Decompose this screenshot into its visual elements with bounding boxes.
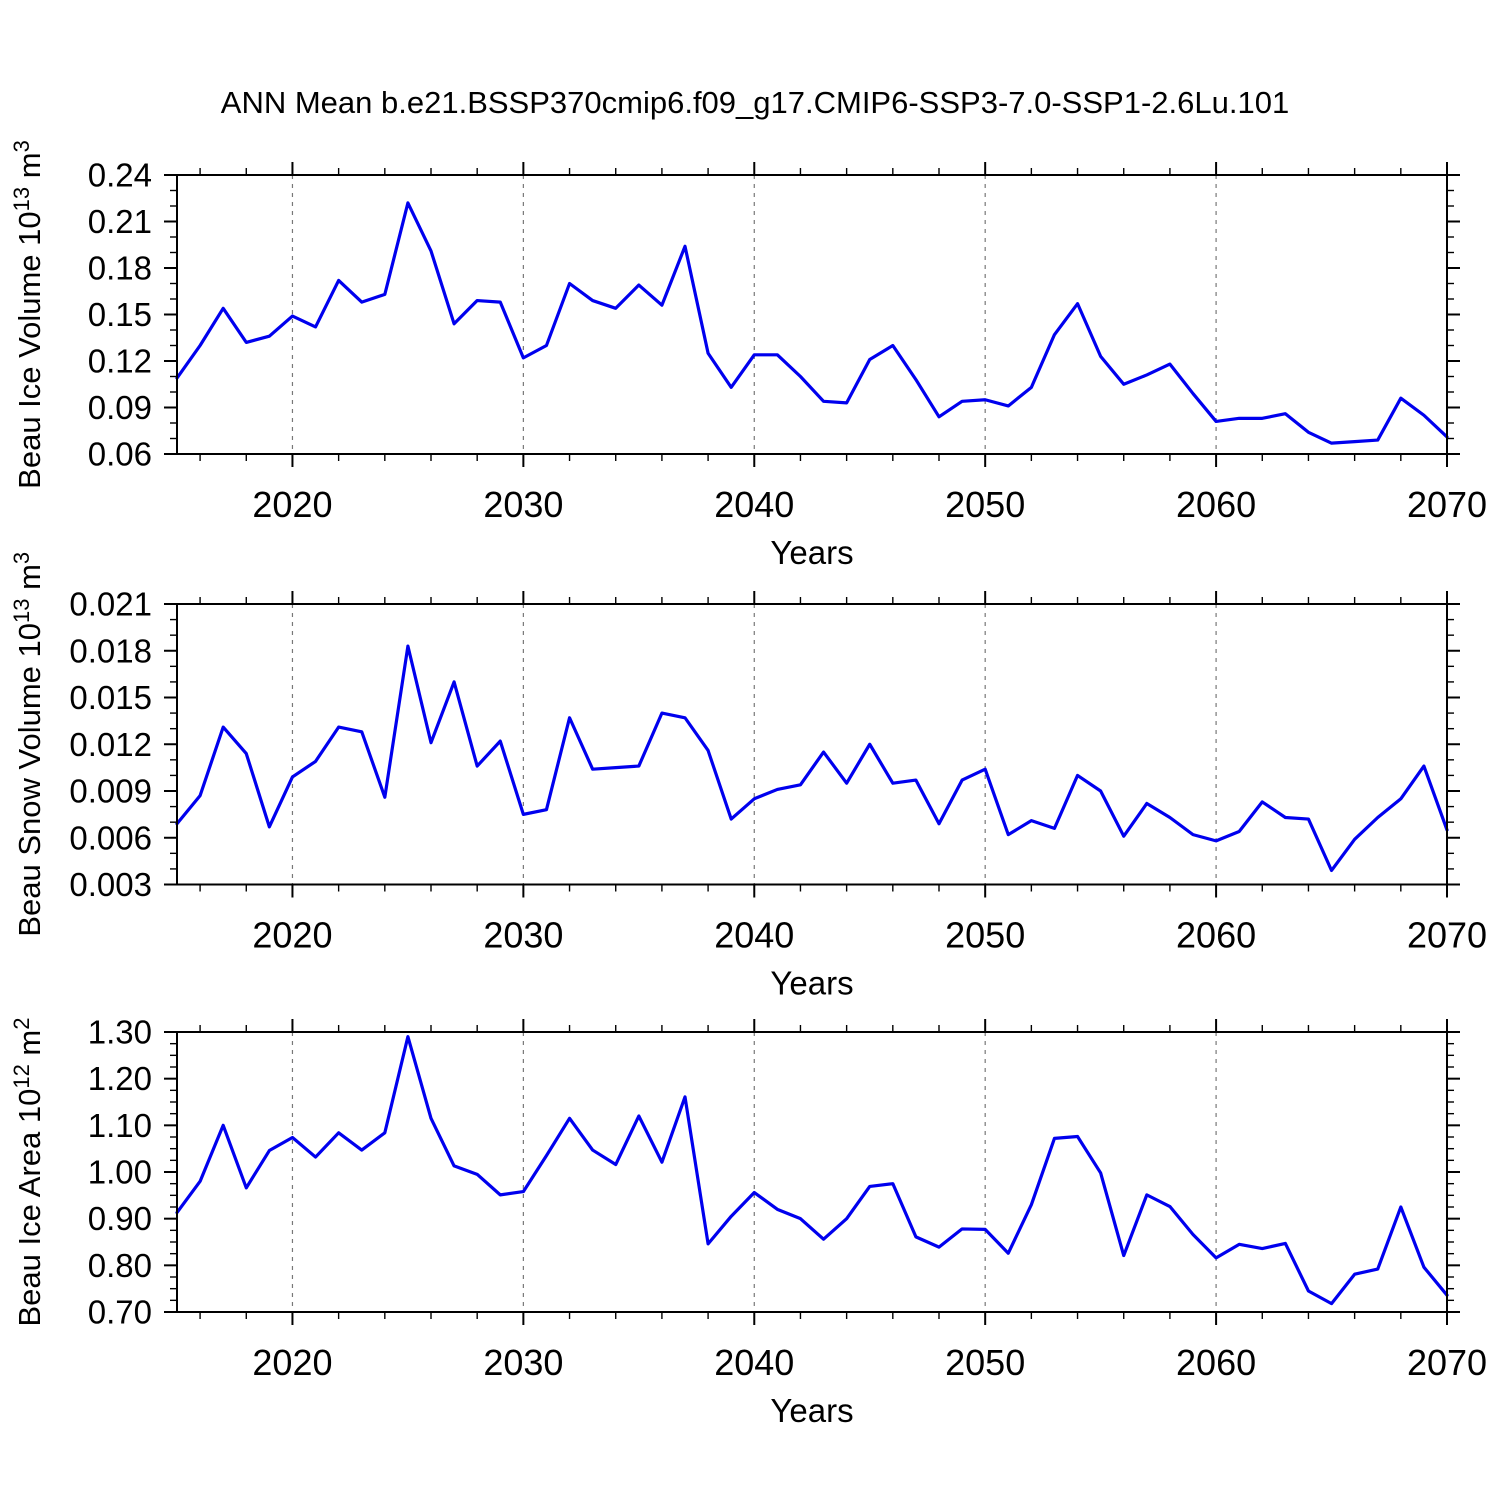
x-tick-label: 2030 [483,915,563,956]
x-tick-label: 2040 [714,484,794,525]
y-tick-label: 0.021 [69,586,152,623]
y-tick-label: 1.10 [88,1107,152,1144]
y-tick-label: 0.015 [69,679,152,716]
y-tick-labels: 0.021 0.018 0.015 0.012 0.009 0.006 0.003 [69,586,152,904]
y-tick-label: 0.18 [88,250,152,287]
tick-marks [164,591,1460,898]
x-tick-label: 2030 [483,1342,563,1383]
x-tick-labels: 2020 2030 2040 2050 2060 2070 [252,915,1487,956]
x-tick-label: 2070 [1407,915,1487,956]
x-tick-label: 2060 [1176,915,1256,956]
x-tick-label: 2020 [252,915,332,956]
y-tick-label: 0.009 [69,773,152,810]
tick-marks [164,1019,1460,1325]
x-tick-label: 2040 [714,915,794,956]
y-axis-title: Beau Snow Volume 1013 m3 [9,552,47,937]
decade-gridlines [291,604,1217,885]
x-tick-labels: 2020 2030 2040 2050 2060 2070 [252,1342,1487,1383]
panel-beau-ice-volume: 0.24 0.21 0.18 0.15 0.12 0.09 0.06 2020 2030 2040… [9,140,1487,571]
y-tick-label: 0.70 [88,1294,152,1331]
x-tick-labels: 2020 2030 2040 2050 2060 2070 [252,484,1487,525]
data-line-beau-ice-area [175,1035,1449,1306]
x-tick-label: 2070 [1407,484,1487,525]
x-tick-label: 2060 [1176,484,1256,525]
decade-gridlines [291,1032,1217,1312]
x-axis-title: Years [770,965,853,1002]
data-line-beau-snow-volume [175,644,1449,873]
y-tick-label: 1.00 [88,1154,152,1191]
x-tick-label: 2070 [1407,1342,1487,1383]
y-tick-label: 0.003 [69,866,152,903]
y-axis-title: Beau Ice Volume 1013 m3 [9,140,47,489]
chart-title: ANN Mean b.e21.BSSP370cmip6.f09_g17.CMIP… [221,85,1289,120]
y-tick-label: 0.24 [88,157,152,194]
axis-frame [176,174,1448,455]
data-line-beau-ice-volume [175,201,1449,445]
chart-panels: 0.24 0.21 0.18 0.15 0.12 0.09 0.06 2020 2030 2040… [9,140,1487,1429]
x-axis-title: Years [770,534,853,571]
y-tick-label: 1.30 [88,1014,152,1051]
x-tick-label: 2050 [945,1342,1025,1383]
y-tick-label: 0.09 [88,389,152,426]
x-tick-label: 2040 [714,1342,794,1383]
y-axis-title: Beau Ice Area 1012 m2 [9,1017,47,1326]
x-axis-title: Years [770,1392,853,1429]
x-tick-label: 2050 [945,484,1025,525]
axis-frame [176,1031,1448,1313]
y-tick-labels: 0.24 0.21 0.18 0.15 0.12 0.09 0.06 [88,157,152,473]
x-tick-label: 2050 [945,915,1025,956]
y-tick-label: 0.012 [69,726,152,763]
panel-beau-ice-area: 1.30 1.20 1.10 1.00 0.90 0.80 0.70 2020 2030 2040… [9,1014,1487,1429]
y-tick-label: 0.018 [69,632,152,669]
x-tick-label: 2020 [252,484,332,525]
y-tick-labels: 1.30 1.20 1.10 1.00 0.90 0.80 0.70 [88,1014,152,1331]
y-tick-label: 0.06 [88,436,152,473]
y-tick-label: 0.90 [88,1200,152,1237]
decade-gridlines [291,175,1217,454]
tick-marks [164,162,1460,467]
x-tick-label: 2020 [252,1342,332,1383]
y-tick-label: 0.006 [69,819,152,856]
x-tick-label: 2060 [1176,1342,1256,1383]
y-tick-label: 1.20 [88,1060,152,1097]
y-tick-label: 0.80 [88,1247,152,1284]
x-tick-label: 2030 [483,484,563,525]
y-tick-label: 0.12 [88,343,152,380]
y-tick-label: 0.21 [88,203,152,240]
y-tick-label: 0.15 [88,296,152,333]
